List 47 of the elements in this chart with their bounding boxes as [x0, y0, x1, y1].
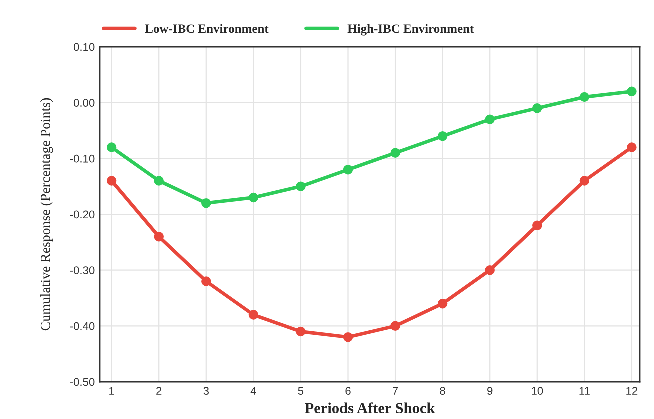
point — [438, 131, 448, 142]
y-tick-label: -0.40 — [70, 322, 95, 330]
point — [106, 142, 117, 152]
point — [390, 321, 400, 332]
point — [532, 220, 542, 231]
point — [248, 192, 259, 203]
point — [154, 232, 164, 242]
point — [532, 104, 542, 114]
point — [627, 142, 637, 152]
point — [296, 326, 306, 337]
point — [343, 164, 354, 175]
point — [106, 176, 117, 186]
x-tick-label: 5 — [298, 387, 304, 396]
x-tick-label: 2 — [156, 387, 162, 395]
x-tick-label: 9 — [488, 387, 493, 396]
point — [580, 92, 590, 102]
y-tick-label: -0.30 — [70, 266, 95, 274]
legend-label: High-IBC Environment — [348, 24, 474, 36]
x-tick-label: 6 — [346, 387, 351, 396]
y-tick-label: -0.10 — [70, 154, 95, 163]
x-tick-label: 3 — [204, 387, 209, 396]
point — [438, 298, 448, 309]
point — [202, 198, 212, 208]
point — [627, 86, 637, 97]
point — [580, 176, 590, 186]
x-tick-label: 11 — [580, 387, 590, 395]
point — [202, 276, 212, 286]
legend-label: Low-IBC Environment — [145, 24, 269, 34]
point — [485, 114, 495, 124]
point — [154, 176, 164, 186]
x-axis-title: Periods After Shock — [305, 402, 436, 414]
x-tick-label: 12 — [626, 387, 638, 395]
point — [248, 310, 259, 320]
x-tick-label: 1 — [110, 387, 114, 395]
x-tick-label: 4 — [250, 387, 256, 395]
x-tick-label: 8 — [440, 387, 446, 396]
point — [296, 182, 306, 192]
point — [343, 332, 354, 342]
y-tick-label: 0.00 — [74, 99, 95, 107]
y-tick-label: 0.10 — [74, 43, 95, 52]
point — [485, 265, 495, 276]
x-tick-label: 10 — [532, 387, 544, 396]
point — [390, 148, 400, 158]
y-tick-label: -0.50 — [70, 378, 95, 386]
y-axis-title: Cumulative Response (Percentage Points) — [40, 98, 54, 331]
x-tick-label: 7 — [393, 387, 398, 395]
y-tick-label: -0.20 — [70, 210, 95, 219]
